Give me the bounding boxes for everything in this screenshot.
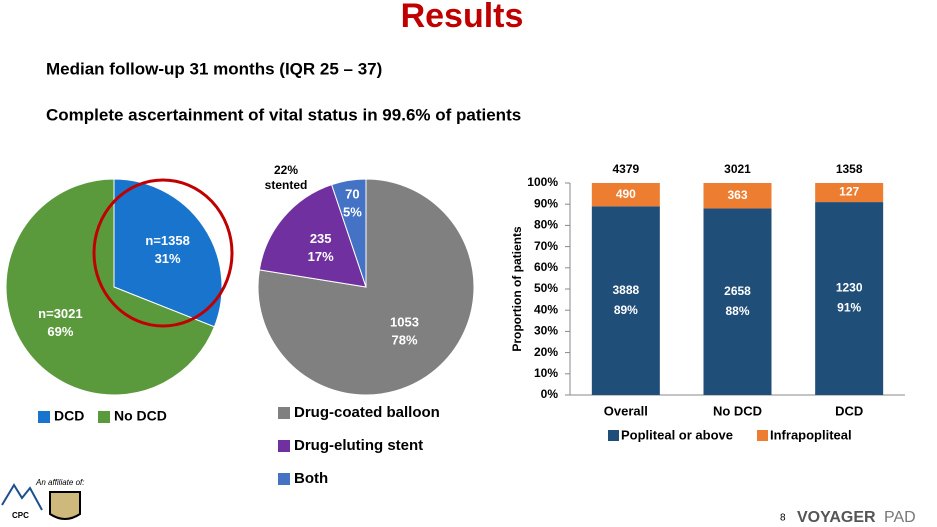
- y-tick-label: 10%: [534, 366, 558, 380]
- count-label: 127: [839, 185, 859, 199]
- pie-slice: [258, 183, 367, 288]
- legend-label: Both: [294, 470, 328, 487]
- legend-label: Infrapopliteal: [770, 427, 852, 442]
- annotation: stented: [265, 178, 308, 192]
- affiliate-text: An affiliate of:: [35, 478, 84, 487]
- y-tick-label: 0%: [541, 387, 559, 401]
- count-label: 1230: [836, 281, 863, 295]
- total-label: 4379: [612, 162, 639, 176]
- legend-label: DCD: [54, 408, 84, 424]
- legend-swatch: [278, 473, 290, 485]
- count-label: 363: [727, 188, 747, 202]
- pie-slice: [5, 178, 216, 396]
- legend-swatch: [98, 411, 110, 423]
- y-tick-label: 30%: [534, 324, 558, 338]
- x-tick-label: No DCD: [713, 403, 762, 418]
- legend-label: Drug-eluting stent: [294, 437, 423, 454]
- x-tick-label: Overall: [604, 403, 648, 418]
- total-label: 3021: [724, 162, 751, 176]
- legend-swatch: [757, 430, 768, 441]
- slide-title: Results: [401, 0, 524, 35]
- y-tick-label: 40%: [534, 302, 558, 316]
- y-tick-label: 80%: [534, 218, 558, 232]
- legend-label: Popliteal or above: [621, 427, 733, 442]
- brand: VOYAGER: [797, 509, 876, 526]
- total-label: 1358: [836, 162, 863, 176]
- bar-segment: [703, 208, 772, 395]
- annotation: 22%: [274, 163, 298, 177]
- logo-text: CPC: [12, 511, 29, 520]
- slice-percent: 31%: [155, 251, 181, 266]
- slice-label: 1053: [390, 315, 419, 330]
- count-label: 490: [616, 187, 636, 201]
- slice-percent: 5%: [343, 204, 362, 219]
- legend-label: No DCD: [114, 408, 167, 424]
- pie-slice: [257, 178, 475, 396]
- value-label: 91%: [837, 301, 861, 315]
- logo-mark: [1, 483, 43, 511]
- count-label: 2658: [724, 284, 751, 298]
- count-label: 3888: [612, 283, 639, 297]
- slice-label: 235: [310, 231, 332, 246]
- legend-swatch: [608, 430, 619, 441]
- pie-slice: [330, 178, 367, 288]
- y-axis-label: Proportion of patients: [510, 226, 524, 352]
- slice-percent: 78%: [392, 333, 418, 348]
- bullet: Median follow-up 31 months (IQR 25 – 37): [46, 59, 382, 78]
- value-label: 88%: [725, 304, 749, 318]
- slice-label: n=3021: [38, 306, 82, 321]
- y-tick-label: 90%: [534, 196, 558, 210]
- pie-slice: [113, 178, 223, 328]
- affiliate-logo: An affiliate of: CPC: [1, 478, 84, 520]
- highlight-circle: [92, 178, 234, 328]
- legend-label: Drug-coated balloon: [294, 404, 440, 421]
- slice-percent: 17%: [308, 249, 334, 264]
- x-tick-label: DCD: [835, 403, 863, 418]
- y-tick-label: 70%: [534, 239, 558, 253]
- slice-percent: 69%: [47, 324, 73, 339]
- page-number: 8: [780, 513, 786, 524]
- y-tick-label: 100%: [527, 175, 558, 189]
- slice-label: 70: [345, 186, 359, 201]
- y-tick-label: 50%: [534, 281, 558, 295]
- bar-segment: [703, 183, 772, 209]
- brand: PAD: [884, 509, 916, 526]
- bullet: Complete ascertainment of vital status i…: [46, 105, 521, 124]
- bar-segment: [815, 202, 884, 395]
- legend-swatch: [278, 407, 290, 419]
- bar-segment: [591, 206, 660, 395]
- value-label: 89%: [614, 303, 638, 317]
- y-tick-label: 20%: [534, 345, 558, 359]
- y-tick-label: 60%: [534, 260, 558, 274]
- legend-swatch: [38, 411, 50, 423]
- slice-label: n=1358: [145, 233, 189, 248]
- legend-swatch: [278, 440, 290, 452]
- bar-segment: [815, 183, 884, 203]
- cu-logo: [49, 491, 81, 520]
- bar-segment: [591, 183, 660, 207]
